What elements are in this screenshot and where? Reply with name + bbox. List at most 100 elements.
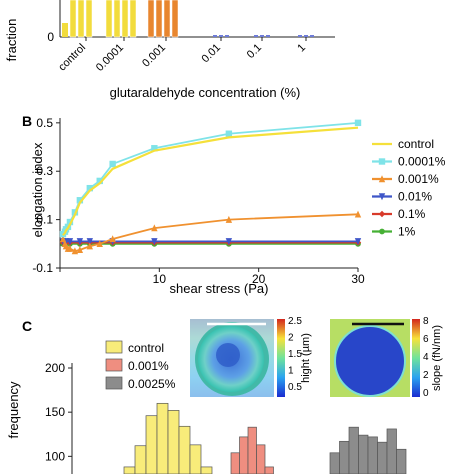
panel-c-bar [200,466,213,474]
panel-c-bar [264,466,274,474]
panel-b-elongation-chart: elongation index shear stress (Pa) -0.1 0… [30,116,446,296]
panel-b-point [66,244,74,252]
panel-b-label: B [22,113,32,129]
panel-a-bar [129,0,137,38]
afm-slope-colorbar [412,319,420,397]
panel-c-bar [358,434,369,474]
panel-a-x-tick-label: 1 [295,42,308,55]
afm-height-colorbar-ticks: 2.5 2 1.5 1 0.5 [288,316,302,393]
panel-b-legend-item: 0.001% [372,172,439,186]
panel-c-bar [396,448,407,474]
panel-c-bar [367,436,378,474]
panel-b-point [379,228,385,235]
panel-a-bar [260,35,264,37]
panel-a-y-label: fraction [4,19,19,62]
panel-c-legend-swatch [105,358,123,372]
afm-height-tick-label: 1 [288,366,294,377]
panel-c-bar [377,441,388,474]
afm-height-colorbar [277,319,285,397]
panel-b-legend-label: 0.0001% [398,155,446,169]
panel-c-bar [339,440,350,474]
panel-c-histogram: frequency 100 150 200 control 0.001% 0.0025% [6,340,407,474]
panel-a-bar [171,0,179,38]
panel-a-bar [304,35,308,37]
panel-a-bar [113,0,121,38]
panel-b-point [151,238,158,246]
panel-b-point [151,145,158,152]
panel-a-y-tick-0: 0 [47,30,54,44]
panel-b-x-label: shear stress (Pa) [170,281,269,296]
panel-c-bar [156,402,169,474]
panel-a-bar [77,0,85,38]
afm-cell-slope [335,326,405,396]
panel-c-legend-item: 0.001% [105,358,169,373]
panel-b-point [378,210,386,218]
panel-b-legend-label: control [398,137,434,151]
panel-b-point [76,246,84,254]
panel-b-y-tick-label: 0.1 [36,213,53,227]
panel-a-x-tick-label: 0.0001 [94,42,126,74]
afm-slope-tick-label: 8 [423,316,429,327]
panel-c-y-tick-label: 100 [45,449,65,463]
panel-b-point [96,177,103,185]
panel-b-point [109,160,116,168]
panel-b-y-tick-label: -0.1 [32,261,53,275]
panel-c-bar [178,425,191,474]
panel-b-legend-label: 0.001% [398,172,439,186]
panel-b-point [378,193,386,201]
panel-c-legend: control 0.001% 0.0025% [105,340,176,391]
afm-slope-tick-label: 0 [423,388,429,399]
panel-b-x-tick-label: 30 [351,272,365,286]
afm-slope-colorbar-label: slope (fN/nm) [431,325,443,391]
afm-height-tick-label: 2 [288,333,294,344]
panel-a-bar [298,35,302,37]
panel-c-bars [123,402,407,474]
panel-b-series-control [62,126,359,237]
panel-a-bar [310,35,314,37]
panel-c-label: C [22,318,32,334]
panel-a-bar [213,35,217,37]
panel-b-point [66,218,74,226]
panel-b-legend-item: 0.1% [372,207,426,221]
panel-b-y-tick-label: 0.5 [36,116,53,130]
panel-c-legend-swatch [105,340,123,354]
panel-b-point [354,210,362,218]
panel-c-legend-label: control [128,341,164,355]
panel-c-y-label: frequency [6,381,21,439]
panel-a-bar [155,0,163,38]
panel-b-legend-item: 1% [372,225,416,239]
panel-c-bar [189,444,202,474]
panel-c-bar [145,415,158,474]
panel-b-legend-item: 0.01% [372,190,432,204]
panel-b-legend-item: control [372,137,434,151]
panel-b-point [225,130,233,137]
panel-c-legend-item: control [105,340,164,355]
panel-a-x-tick-label: 0.001 [140,42,168,70]
panel-a-bar [225,35,229,37]
panel-c-bar [256,444,266,474]
panel-a: fraction 0 control 0.0001 0.001 0.01 0.1 1 gl… [4,0,335,100]
panel-c-y-tick-label: 200 [45,361,65,375]
afm-slope-tick-label: 6 [423,334,429,345]
panel-c-bar [239,436,249,474]
panel-b-point [354,119,362,127]
panel-b-point [86,242,93,250]
panel-b-series-0-001- [59,210,362,255]
panel-b-point [59,235,67,243]
panel-b-point [71,247,79,255]
panel-b-point [86,184,93,192]
panel-b-x-tick-label: 20 [252,272,266,286]
panel-b-point [76,238,84,246]
afm-slope-tick-label: 4 [423,352,429,363]
panel-c-bar [167,410,180,474]
panel-b-point [76,197,84,204]
panel-a-bar [121,0,129,38]
panel-a-bars [62,0,314,38]
panel-a-bar [219,35,223,37]
afm-height-tick-label: 1.5 [288,349,302,360]
panel-b-series [59,119,362,255]
panel-c-legend-swatch [105,376,123,390]
panel-b-x-tick-label: 10 [153,272,167,286]
panel-c-legend-label: 0.0025% [128,377,176,391]
panel-c-bar [348,426,359,474]
